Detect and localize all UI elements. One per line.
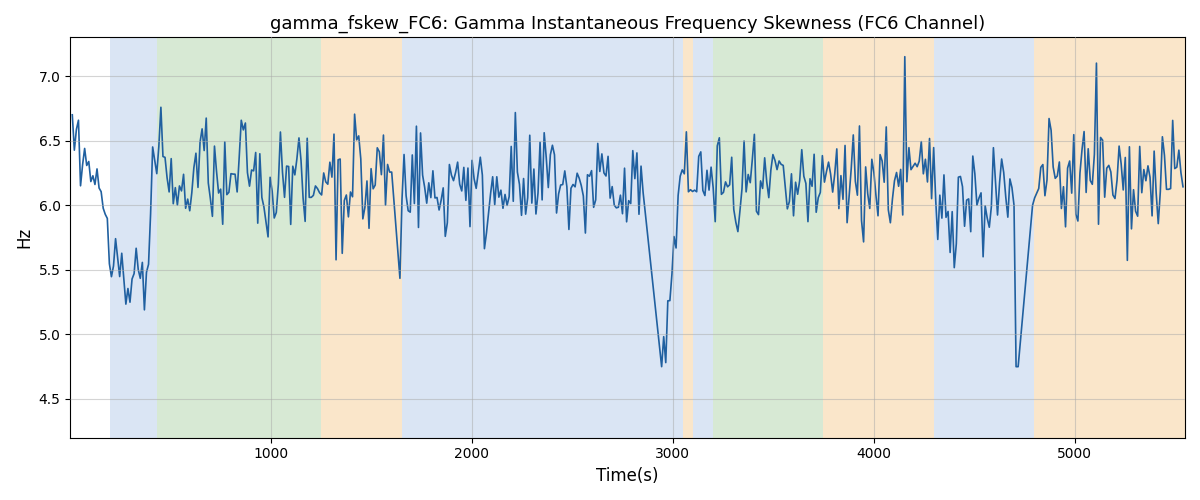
Bar — [934, 38, 1034, 438]
Bar — [110, 38, 157, 438]
Title: gamma_fskew_FC6: Gamma Instantaneous Frequency Skewness (FC6 Channel): gamma_fskew_FC6: Gamma Instantaneous Fre… — [270, 15, 985, 34]
Y-axis label: Hz: Hz — [16, 227, 34, 248]
X-axis label: Time(s): Time(s) — [596, 467, 659, 485]
Bar — [692, 38, 713, 438]
Bar — [322, 38, 402, 438]
Bar — [1034, 38, 1186, 438]
Bar — [823, 38, 934, 438]
Bar — [157, 38, 322, 438]
Bar — [683, 38, 692, 438]
Bar — [402, 38, 683, 438]
Bar — [713, 38, 823, 438]
